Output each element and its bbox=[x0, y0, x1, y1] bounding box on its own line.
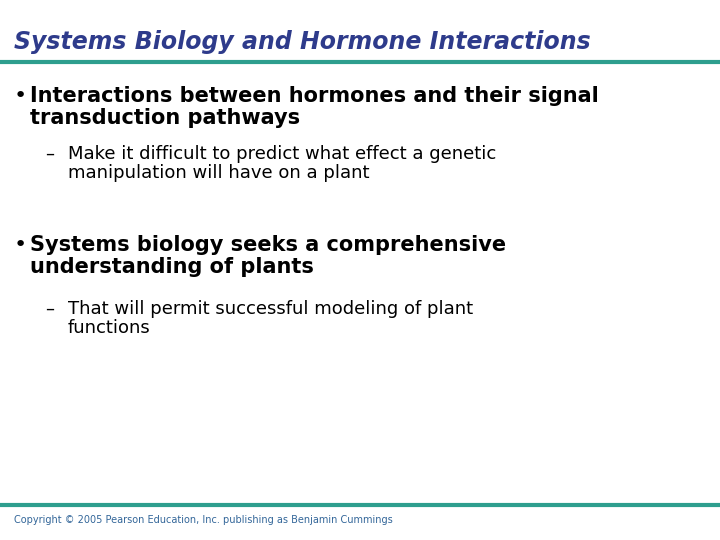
Text: Systems Biology and Hormone Interactions: Systems Biology and Hormone Interactions bbox=[14, 30, 590, 54]
Text: •: • bbox=[14, 235, 27, 255]
Text: functions: functions bbox=[68, 319, 150, 337]
Text: Interactions between hormones and their signal: Interactions between hormones and their … bbox=[30, 86, 599, 106]
Text: Systems biology seeks a comprehensive: Systems biology seeks a comprehensive bbox=[30, 235, 506, 255]
Text: That will permit successful modeling of plant: That will permit successful modeling of … bbox=[68, 300, 473, 318]
Text: transduction pathways: transduction pathways bbox=[30, 108, 300, 128]
Text: understanding of plants: understanding of plants bbox=[30, 257, 314, 277]
Text: Make it difficult to predict what effect a genetic: Make it difficult to predict what effect… bbox=[68, 145, 496, 163]
Text: manipulation will have on a plant: manipulation will have on a plant bbox=[68, 164, 369, 182]
Text: –: – bbox=[45, 145, 54, 163]
Text: •: • bbox=[14, 86, 27, 106]
Text: Copyright © 2005 Pearson Education, Inc. publishing as Benjamin Cummings: Copyright © 2005 Pearson Education, Inc.… bbox=[14, 515, 392, 525]
Text: –: – bbox=[45, 300, 54, 318]
